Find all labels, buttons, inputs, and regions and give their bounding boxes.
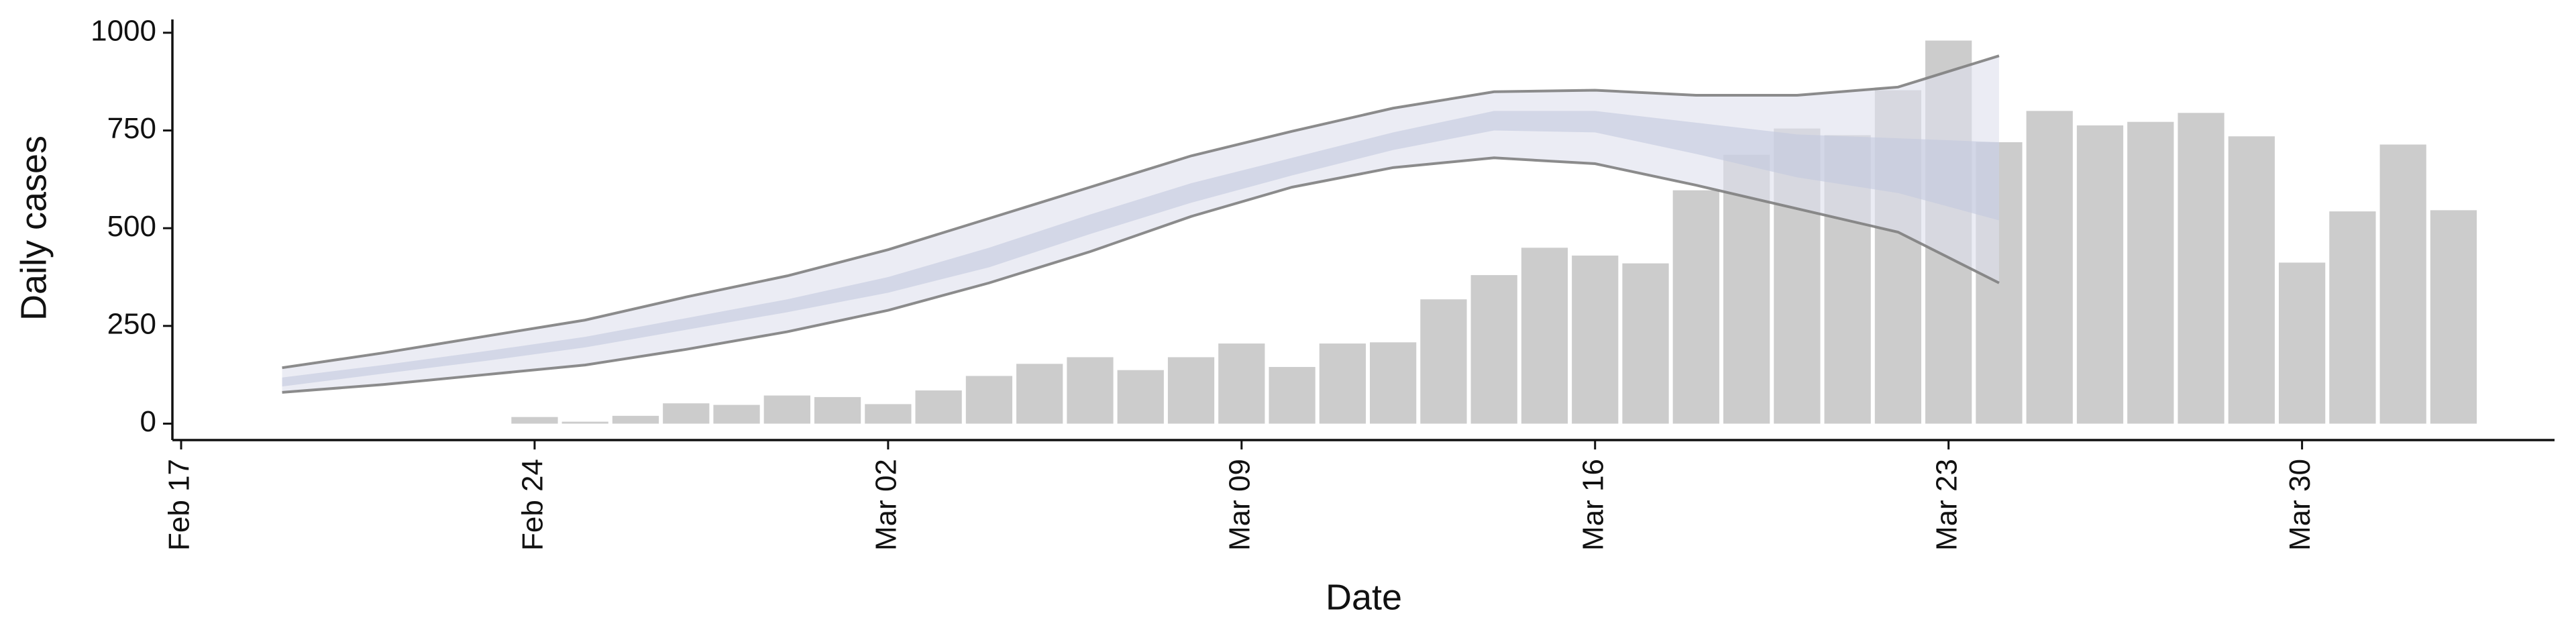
bar	[763, 395, 810, 424]
y-tick-label: 250	[107, 307, 156, 340]
bar	[1672, 190, 1719, 424]
bar	[814, 396, 861, 424]
x-tick-label: Mar 30	[2284, 459, 2316, 551]
bar	[1521, 248, 1568, 424]
bar	[2026, 111, 2073, 424]
x-tick-label: Mar 23	[1930, 459, 1963, 551]
bar	[561, 421, 608, 424]
bar	[2076, 125, 2124, 424]
bar	[915, 390, 962, 424]
x-tick-label: Feb 24	[517, 459, 549, 551]
bar	[1420, 299, 1467, 424]
bar	[1167, 357, 1215, 424]
bar	[1470, 275, 1517, 424]
bar	[2430, 210, 2477, 424]
y-tick-label: 500	[107, 210, 156, 243]
y-tick-label: 750	[107, 112, 156, 145]
bar	[1117, 370, 1164, 424]
band	[282, 111, 1999, 387]
bar	[663, 403, 710, 424]
bar	[1269, 367, 1316, 424]
bar	[2228, 136, 2275, 424]
bar	[1016, 364, 1063, 424]
band-edge	[282, 156, 2000, 394]
band-edge	[282, 54, 2000, 370]
bar	[2379, 144, 2426, 424]
x-tick-label: Mar 16	[1576, 459, 1609, 551]
bar	[2278, 262, 2326, 424]
bar	[965, 376, 1013, 424]
x-tick-label: Mar 02	[869, 459, 902, 551]
bar	[1572, 255, 1619, 424]
bar	[2178, 113, 2224, 424]
x-tick-label: Feb 17	[163, 459, 196, 551]
y-tick-label: 0	[140, 405, 156, 438]
bar	[713, 405, 760, 424]
bar	[2127, 121, 2174, 424]
x-tick-label: Mar 09	[1223, 459, 1256, 551]
y-tick-label: 1000	[91, 14, 156, 47]
bar	[511, 417, 558, 424]
bar	[1218, 343, 1265, 424]
bar	[1319, 343, 1366, 424]
bar	[1622, 263, 1669, 424]
bar	[612, 415, 659, 424]
bar	[1370, 342, 1417, 424]
band	[282, 56, 1999, 392]
bar	[2329, 211, 2376, 424]
bar	[1067, 357, 1114, 424]
x-axis-title: Date	[1326, 577, 1402, 617]
y-axis-title: Daily cases	[13, 136, 54, 321]
bar	[865, 404, 912, 424]
